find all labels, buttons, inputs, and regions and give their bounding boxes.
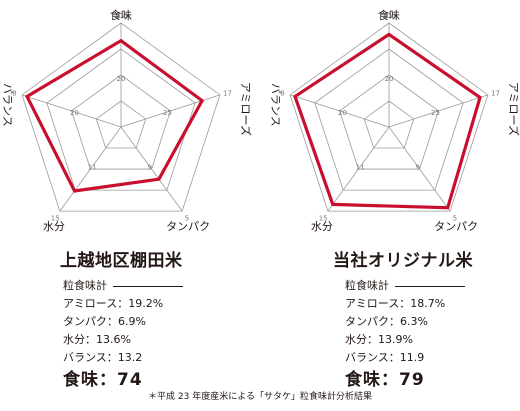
chart-2-spoke-4 — [327, 126, 390, 212]
chart-2-title: 当社オリジナル米 — [333, 251, 473, 271]
chart-1-axis-mid-label-2: 25 — [163, 109, 172, 117]
chart-2-axis-name-2: アミローズ — [507, 82, 520, 136]
chart-1-title: 上越地区棚田米 — [60, 251, 183, 271]
chart-2-spoke-2 — [388, 94, 489, 128]
chart-1-axis-name-2: アミローズ — [239, 82, 253, 136]
chart-1-spoke-3 — [120, 126, 183, 212]
chart-1-axis-max-label-5: 8 — [12, 89, 16, 97]
chart-2-stats-header-rule — [395, 285, 465, 287]
chart-1-stat-moisture: 水分：13.6% — [63, 333, 131, 346]
chart-2-axis-mid-label-3: 9 — [415, 164, 419, 172]
chart-2-stats-header-label: 粒食味計 — [345, 279, 389, 292]
chart-2-axis-max-label-2: 17 — [491, 89, 500, 97]
chart-2-axis-name-5: バランス — [269, 83, 282, 127]
chart-2-series-1-polygon — [293, 32, 482, 210]
chart-2-axis-max-label-3: 5 — [453, 215, 457, 223]
chart-2-axis-name-3: タンパク — [434, 220, 478, 233]
chart-1-grid-ring-2 — [71, 74, 171, 170]
chart-1-stats-header: 粒食味計 — [63, 277, 183, 295]
chart-1-axis-name-1: 食味 — [110, 8, 132, 22]
chart-1-axis-max-label-3: 5 — [185, 215, 189, 223]
chart-2-axis-mid-label-1: 20 — [385, 75, 394, 83]
chart-1-series-1-polygon — [24, 38, 205, 193]
footnote: ＊平成 23 年度産米による「サタケ」粒食味計分析結果 — [148, 392, 372, 402]
chart-1-stat-amylose: アミロース：19.2% — [63, 297, 164, 310]
chart-1-stats-header-label: 粒食味計 — [63, 279, 107, 292]
chart-1-axis-mid-label-1: 20 — [117, 75, 126, 83]
chart-2-stats: 粒食味計 アミロース：18.7% タンパク：6.3% 水分：13.9% バランス… — [345, 277, 465, 389]
chart-1-axis-max-label-2: 17 — [223, 89, 232, 97]
chart-2-stat-protein: タンパク：6.3% — [345, 315, 428, 328]
chart-2-axis-name-4: 水分 — [311, 220, 333, 233]
chart-1-axis-mid-label-4: 11 — [88, 164, 97, 172]
chart-1-grid-ring-4 — [21, 22, 221, 212]
chart-1-axis-mid-label-5: 20 — [70, 109, 79, 117]
chart-1-axis-name-4: 水分 — [43, 220, 65, 233]
chart-2-axis-mid-label-2: 25 — [431, 109, 440, 117]
chart-2-axis-mid-label-4: 11 — [356, 164, 365, 172]
chart-1-axis-mid-label-3: 9 — [147, 164, 151, 172]
chart-2-grid-ring-4 — [289, 22, 489, 212]
chart-1-stats: 粒食味計 アミロース：19.2% タンパク：6.9% 水分：13.6% バランス… — [63, 277, 183, 389]
chart-2-grid-ring-2 — [339, 74, 439, 170]
chart-1-axis-name-5: バランス — [1, 83, 14, 127]
chart-2-stat-amylose: アミロース：18.7% — [345, 297, 446, 310]
chart-2-axis-name-1: 食味 — [378, 8, 400, 22]
chart-1-score: 食味：74 — [63, 370, 143, 390]
chart-2-axis-max-label-5: 8 — [280, 89, 284, 97]
chart-1-stats-header-rule — [113, 285, 183, 287]
chart-2-spoke-5 — [289, 94, 390, 128]
chart-2-axis-max-label-1: 100 — [382, 12, 395, 20]
chart-1-grid-ring-3 — [46, 48, 196, 191]
chart-1-axis-max-label-4: 15 — [51, 215, 60, 223]
chart-2-stats-header: 粒食味計 — [345, 277, 465, 295]
chart-1-spoke-4 — [59, 126, 122, 212]
chart-2-axis-max-label-4: 15 — [319, 215, 328, 223]
chart-1-spoke-5 — [21, 94, 122, 128]
chart-2-grid-ring-1 — [363, 100, 415, 149]
chart-1-axis-max-label-1: 100 — [114, 12, 127, 20]
chart-1-grid-ring-1 — [95, 100, 147, 149]
chart-2-spoke-3 — [388, 126, 451, 212]
chart-1-axis-name-3: タンパク — [166, 220, 210, 233]
chart-2-axis-mid-label-5: 20 — [338, 109, 347, 117]
chart-1-stat-protein: タンパク：6.9% — [63, 315, 146, 328]
chart-2-score: 食味：79 — [345, 370, 425, 390]
chart-2-grid-ring-3 — [314, 48, 464, 191]
chart-1-stat-balance: バランス：13.2 — [63, 351, 143, 364]
chart-2-stat-balance: バランス：11.9 — [345, 351, 425, 364]
chart-2-stat-moisture: 水分：13.9% — [345, 333, 413, 346]
